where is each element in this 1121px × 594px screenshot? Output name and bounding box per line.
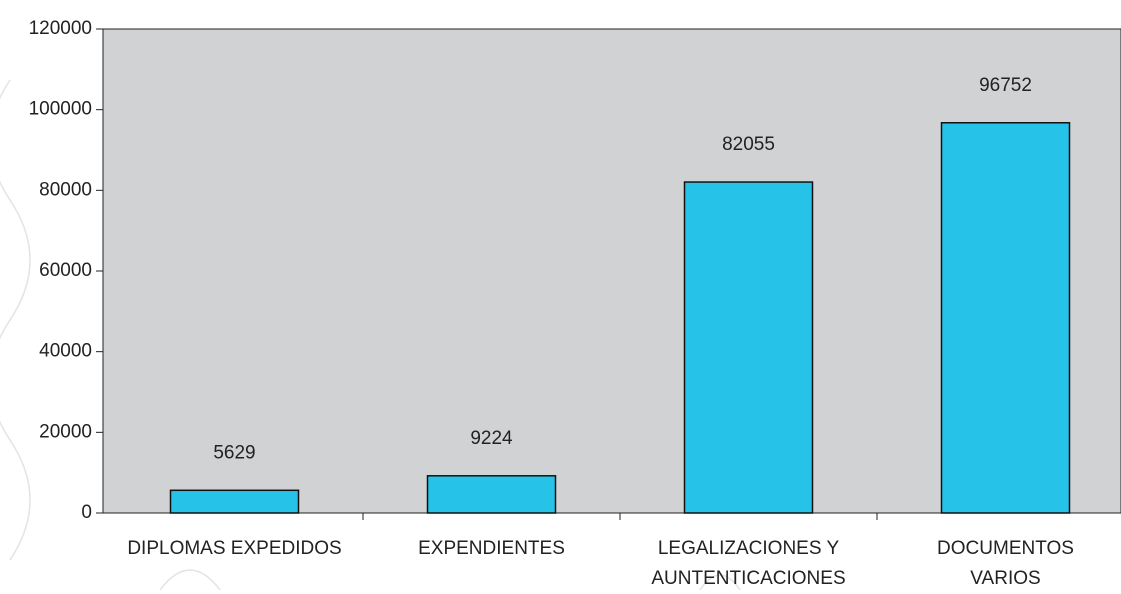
value-label: 9224	[470, 428, 513, 449]
value-label: 5629	[213, 442, 255, 463]
y-tick-label: 0	[81, 502, 92, 523]
x-tick-label: LEGALIZACIONES Y AUNTENTICACIONES	[651, 538, 846, 589]
decoration	[0, 79, 780, 590]
y-tick-label: 20000	[39, 421, 92, 442]
y-tick-label: 40000	[39, 341, 92, 362]
x-tick-label: DOCUMENTOS VARIOS	[937, 538, 1074, 589]
y-tick-label: 100000	[29, 99, 92, 120]
y-tick-label: 80000	[39, 179, 92, 200]
y-tick-label: 60000	[39, 260, 92, 281]
bar	[940, 122, 1071, 514]
value-label: 96752	[979, 75, 1032, 96]
bar	[426, 475, 557, 514]
x-tick-label: EXPENDIENTES	[418, 538, 565, 559]
bar	[683, 181, 814, 514]
x-tick-label: DIPLOMAS EXPEDIDOS	[127, 538, 342, 559]
y-tick-label: 120000	[29, 18, 92, 39]
bar	[169, 489, 300, 514]
value-label: 82055	[722, 134, 775, 155]
